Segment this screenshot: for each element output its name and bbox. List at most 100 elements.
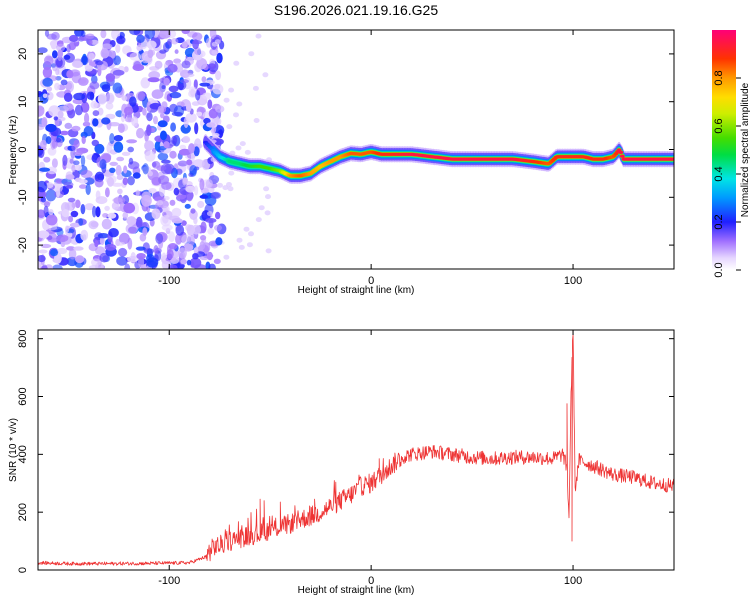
noise-speckle — [95, 60, 104, 66]
snr-plot-area — [38, 330, 674, 566]
noise-speckle — [160, 130, 167, 141]
noise-speckle — [92, 205, 97, 218]
noise-speckle — [73, 92, 86, 101]
noise-speckle — [136, 44, 143, 52]
noise-speckle — [226, 124, 233, 130]
noise-speckle — [161, 224, 173, 231]
noise-speckle — [88, 220, 99, 230]
noise-speckle — [193, 79, 198, 90]
noise-speckle — [159, 49, 167, 54]
noise-speckle — [63, 92, 73, 103]
noise-speckle — [63, 181, 74, 188]
noise-speckle — [90, 100, 98, 109]
noise-speckle — [38, 180, 48, 193]
noise-speckle — [255, 217, 262, 223]
noise-speckle — [38, 47, 48, 54]
noise-speckle — [73, 246, 84, 251]
noise-speckle — [178, 148, 191, 156]
noise-speckle — [89, 61, 97, 67]
noise-speckle — [184, 203, 191, 209]
noise-speckle — [109, 167, 116, 173]
noise-speckle — [99, 252, 109, 263]
snr-x-axis: -100 0 100 — [158, 330, 582, 587]
noise-speckle — [181, 234, 192, 245]
colorbar-tick-label: 0.0 — [713, 262, 725, 277]
noise-speckle — [75, 199, 81, 209]
noise-speckle — [193, 216, 198, 225]
noise-speckle — [197, 200, 205, 209]
noise-speckle — [45, 123, 57, 133]
noise-speckle — [208, 63, 217, 70]
noise-speckle — [238, 244, 245, 250]
noise-speckle — [55, 68, 60, 76]
noise-speckle — [100, 48, 110, 59]
noise-speckle — [215, 105, 225, 113]
noise-speckle — [124, 263, 131, 269]
noise-speckle — [94, 240, 99, 248]
noise-speckle — [45, 189, 57, 202]
ridge-core — [619, 154, 625, 158]
noise-speckle — [59, 130, 69, 136]
noise-speckle — [74, 150, 83, 156]
ridge-core — [618, 150, 624, 154]
noise-speckle — [199, 241, 206, 250]
noise-speckle — [71, 60, 83, 68]
noise-speckle — [129, 96, 137, 107]
noise-speckle — [201, 76, 207, 83]
noise-speckle — [51, 158, 58, 169]
noise-speckle — [169, 150, 177, 159]
noise-speckle — [89, 81, 100, 90]
noise-speckle — [153, 115, 158, 125]
noise-speckle — [186, 159, 193, 166]
noise-speckle — [80, 55, 89, 66]
noise-speckle — [148, 188, 157, 194]
noise-speckle — [178, 247, 187, 259]
noise-speckle — [69, 158, 74, 164]
noise-speckle — [106, 143, 113, 154]
noise-speckle — [80, 101, 90, 113]
noise-speckle — [135, 189, 140, 197]
noise-speckle — [181, 60, 191, 69]
noise-speckle — [192, 159, 205, 169]
noise-speckle — [80, 155, 86, 167]
noise-speckle — [228, 170, 235, 176]
noise-speckle — [244, 149, 251, 155]
noise-speckle — [146, 124, 152, 136]
noise-speckle — [153, 245, 159, 254]
colorbar-tick-label: 0.4 — [713, 166, 725, 181]
noise-speckle — [199, 194, 209, 199]
spectrogram-y-axis: -20 -10 0 10 20 — [17, 48, 674, 253]
noise-speckle — [255, 33, 262, 39]
noise-speckle — [213, 258, 221, 264]
noise-speckle — [208, 108, 218, 119]
spectrogram-y-axis-title: Frequency (Hz) — [8, 116, 19, 185]
noise-speckle — [95, 246, 106, 255]
noise-speckle — [185, 189, 194, 202]
noise-speckle — [168, 231, 176, 243]
noise-speckle — [136, 253, 146, 260]
noise-speckle — [75, 255, 85, 264]
noise-speckle — [189, 234, 195, 246]
noise-speckle — [157, 120, 168, 128]
noise-speckle — [52, 50, 58, 59]
colorbar-label: Normalized spectral amplitude — [740, 82, 750, 217]
noise-speckle — [127, 176, 135, 186]
noise-speckle — [82, 121, 91, 127]
noise-speckle — [40, 243, 52, 249]
noise-speckle — [113, 135, 123, 142]
noise-speckle — [233, 112, 239, 118]
noise-speckle — [80, 229, 89, 241]
noise-speckle — [101, 117, 111, 125]
noise-speckle — [127, 237, 133, 250]
noise-speckle — [192, 39, 200, 50]
noise-speckle — [169, 199, 176, 206]
noise-speckle — [116, 175, 124, 180]
noise-speckle — [102, 213, 109, 218]
noise-speckle — [91, 139, 100, 147]
noise-speckle — [56, 43, 66, 52]
noise-speckle — [71, 143, 78, 152]
noise-speckle — [136, 34, 145, 43]
noise-speckle — [194, 122, 199, 135]
noise-speckle — [80, 30, 86, 38]
noise-speckle — [46, 86, 53, 92]
